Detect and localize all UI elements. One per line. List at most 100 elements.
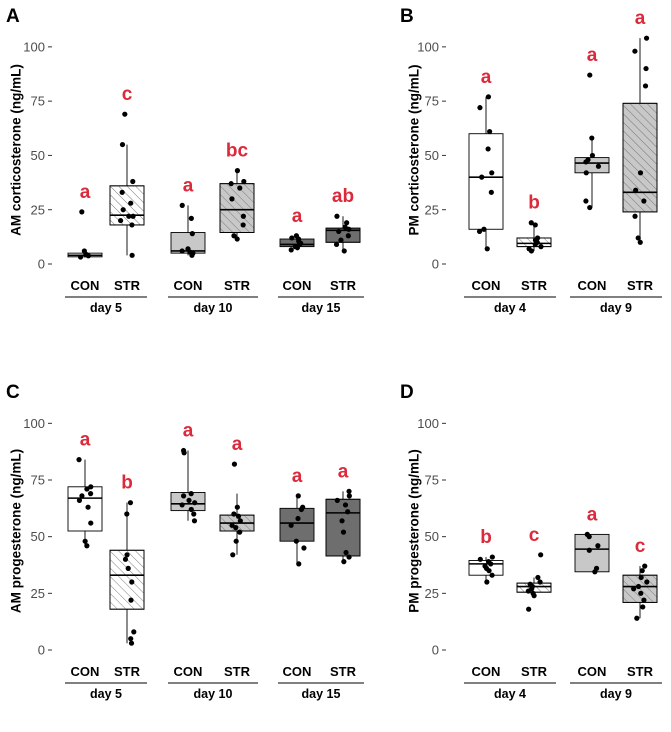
- panel-letter: B: [400, 6, 414, 27]
- box-day-5-CON: a CON: [67, 182, 103, 293]
- data-point: [229, 196, 235, 202]
- y-tick-label: 100: [23, 39, 45, 54]
- data-point: [489, 572, 495, 578]
- significance-letter: a: [183, 175, 194, 196]
- data-point: [185, 246, 191, 252]
- category-label: CON: [578, 278, 607, 293]
- data-point: [188, 491, 194, 497]
- data-point: [583, 170, 589, 176]
- data-point: [639, 568, 645, 574]
- data-point: [240, 222, 246, 228]
- data-point: [231, 511, 237, 517]
- data-point: [485, 94, 492, 100]
- data-point: [334, 497, 340, 503]
- data-point: [179, 202, 185, 208]
- data-point: [587, 204, 593, 211]
- data-point: [128, 640, 135, 646]
- panel-letter: C: [6, 382, 20, 403]
- box-day-4-CON: b CON: [468, 527, 504, 679]
- data-point: [233, 538, 239, 544]
- box-day-5-CON: a CON: [67, 430, 103, 679]
- data-point: [84, 486, 90, 492]
- data-point: [76, 457, 82, 463]
- data-point: [228, 181, 234, 187]
- box-body: [279, 507, 315, 542]
- group-label: day 9: [600, 687, 632, 701]
- significance-letter: c: [635, 536, 646, 557]
- data-point: [129, 222, 135, 228]
- significance-letter: a: [292, 206, 303, 227]
- data-point: [476, 228, 483, 235]
- significance-letter: ab: [332, 186, 354, 207]
- data-point: [79, 493, 85, 499]
- y-tick-label: 75: [425, 94, 439, 109]
- category-label: CON: [71, 664, 100, 679]
- data-point: [88, 484, 94, 490]
- data-point: [345, 509, 351, 515]
- data-point: [345, 233, 351, 239]
- box-hatch: [109, 185, 145, 226]
- data-point: [126, 213, 132, 219]
- data-point: [179, 502, 185, 508]
- panel-A: A AM corticosterone (ng/mL) 0 25 50 75 100 a CON…: [6, 6, 364, 315]
- y-axis-label: PM progesterone (ng/mL): [407, 449, 422, 613]
- y-tick-label: 0: [432, 257, 439, 272]
- data-point: [237, 518, 243, 524]
- data-point: [293, 233, 300, 239]
- data-point: [82, 538, 88, 544]
- data-point: [128, 597, 134, 603]
- data-point: [295, 515, 301, 522]
- significance-letter: bc: [226, 141, 249, 162]
- data-point: [231, 233, 237, 239]
- significance-letter: a: [635, 8, 646, 29]
- data-point: [295, 493, 301, 499]
- data-point: [241, 178, 247, 185]
- data-point: [589, 135, 595, 141]
- data-point: [526, 606, 532, 612]
- data-point: [640, 604, 646, 610]
- data-point: [189, 231, 195, 237]
- box-day-10-STR: a STR: [219, 434, 255, 679]
- data-point: [487, 128, 493, 135]
- box-day-15-STR: ab STR: [325, 186, 361, 293]
- data-point: [336, 228, 342, 235]
- category-label: CON: [472, 278, 501, 293]
- box-hatch: [219, 183, 255, 233]
- data-point: [293, 538, 299, 544]
- y-tick-label: 50: [31, 148, 45, 163]
- data-point: [87, 491, 94, 497]
- significance-letter: a: [481, 67, 492, 88]
- box-day-9-STR: c STR: [622, 536, 658, 679]
- box-hatch: [622, 102, 658, 213]
- panel-B: B PM corticosterone (ng/mL) 0 25 50 75 100 a CON…: [400, 6, 662, 315]
- data-point: [637, 239, 643, 245]
- box-day-15-STR: a STR: [325, 461, 361, 679]
- data-point: [344, 220, 350, 226]
- data-point: [179, 248, 185, 254]
- group-label: day 5: [90, 301, 122, 315]
- data-point: [79, 209, 85, 215]
- category-label: STR: [330, 664, 357, 679]
- category-label: CON: [174, 664, 203, 679]
- data-point: [343, 549, 349, 556]
- data-point: [85, 504, 91, 510]
- data-point: [119, 189, 125, 195]
- data-point: [593, 565, 600, 572]
- significance-letter: b: [528, 193, 540, 214]
- data-point: [537, 579, 543, 585]
- data-point: [186, 497, 192, 503]
- box-day-15-CON: a CON: [279, 466, 315, 679]
- data-point: [124, 552, 130, 558]
- category-label: STR: [114, 278, 141, 293]
- data-point: [643, 35, 650, 41]
- data-point: [635, 583, 642, 590]
- category-label: CON: [472, 664, 501, 679]
- category-label: STR: [224, 664, 251, 679]
- y-tick-label: 75: [31, 94, 45, 109]
- data-point: [339, 518, 345, 524]
- group-label: day 15: [302, 301, 341, 315]
- y-tick-label: 0: [38, 643, 45, 658]
- data-point: [585, 157, 591, 163]
- data-point: [235, 513, 242, 519]
